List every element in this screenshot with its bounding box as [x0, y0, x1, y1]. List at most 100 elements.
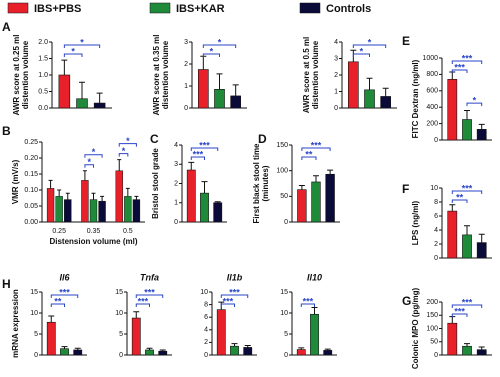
- significance-bracket: [118, 153, 129, 157]
- y-tick-label: 0.0: [38, 105, 48, 112]
- significance-bracket: [451, 304, 483, 308]
- error-bar: [449, 71, 456, 80]
- bar: [311, 181, 321, 223]
- significance-label: *: [473, 95, 477, 105]
- bar: [93, 102, 106, 109]
- significance-label: *: [218, 37, 222, 47]
- bar: [296, 349, 306, 356]
- bar: [380, 96, 391, 109]
- significance-label: **: [456, 192, 464, 202]
- bar: [186, 169, 196, 223]
- bar: [46, 321, 56, 356]
- error-bar: [464, 225, 470, 235]
- y-axis-label: LPS (ng/ml): [411, 200, 420, 245]
- significance-label: ***: [462, 53, 473, 63]
- y-tick-label: 200: [426, 120, 438, 127]
- y-tick-label: 1.5: [38, 55, 48, 62]
- significance-label: *: [71, 46, 75, 56]
- y-axis-label: distention volume: [161, 40, 170, 109]
- significance-bracket: [135, 303, 150, 307]
- significance-bracket: [63, 44, 101, 48]
- y-tick-label: 600: [426, 88, 438, 95]
- significance-bracket: [50, 294, 79, 298]
- significance-bracket: [301, 147, 331, 151]
- significance-label: *: [210, 46, 214, 56]
- bar: [447, 322, 458, 356]
- error-bar: [133, 311, 140, 319]
- bar: [131, 317, 141, 356]
- y-tick-label: 6: [434, 213, 438, 220]
- significance-label: *: [360, 46, 364, 56]
- bar: [46, 188, 55, 223]
- error-bar: [366, 77, 373, 90]
- y-tick-label: 3: [174, 161, 178, 168]
- y-tick-label: 0.20: [24, 155, 38, 162]
- error-bar: [134, 195, 139, 200]
- significance-label: ***: [462, 297, 473, 307]
- y-tick-label: 0: [434, 137, 438, 144]
- y-tick-label: 1.0: [38, 72, 48, 79]
- y-tick-label: 5: [119, 331, 123, 338]
- bar: [348, 61, 359, 109]
- error-bar: [244, 345, 251, 348]
- bar: [89, 199, 98, 223]
- y-tick-label: 5: [34, 331, 38, 338]
- y-axis-label: FITC Dextran (ng/ml): [411, 59, 420, 138]
- bar: [81, 180, 89, 223]
- y-axis-label: VMR (mV/s): [11, 159, 20, 204]
- significance-label: ***: [311, 140, 322, 150]
- error-bar: [48, 315, 55, 323]
- y-tick-label: 15: [115, 289, 123, 296]
- bar: [476, 242, 487, 259]
- y-tick-label: 6: [204, 314, 208, 321]
- significance-bracket: [301, 156, 317, 160]
- legend-label: Controls: [326, 3, 371, 15]
- significance-label: ***: [223, 296, 234, 306]
- y-tick-label: 1000: [422, 55, 438, 62]
- y-tick-label: 0.5: [38, 88, 48, 95]
- x-tick-label: 0.35: [87, 228, 101, 235]
- y-axis-label: First black stool time: [252, 143, 261, 224]
- y-axis-label: Colonic MPO (pg/mg): [411, 288, 420, 370]
- error-bar: [449, 316, 456, 324]
- significance-bracket: [63, 53, 83, 57]
- y-tick-label: 2: [434, 241, 438, 248]
- significance-label: ***: [454, 62, 465, 72]
- bar: [132, 199, 141, 223]
- y-tick-label: 3: [334, 55, 338, 62]
- error-bar: [82, 170, 87, 181]
- y-tick-label: 1: [184, 83, 188, 90]
- bar: [115, 170, 123, 223]
- y-axis-label: Bristol stool grade: [151, 148, 160, 219]
- significance-label: *: [92, 147, 96, 157]
- panel-letter: E: [402, 34, 410, 48]
- bar: [98, 200, 106, 223]
- legend-swatch: [7, 2, 29, 14]
- significance-bracket: [352, 44, 387, 48]
- y-tick-label: 0.15: [24, 171, 38, 178]
- significance-label: ***: [138, 296, 149, 306]
- y-tick-label: 0.10: [24, 187, 38, 194]
- significance-bracket: [118, 143, 137, 147]
- error-bar: [100, 195, 105, 202]
- legend-label: IBS+PBS: [34, 3, 81, 15]
- significance-bracket: [135, 294, 164, 298]
- significance-label: **: [305, 149, 313, 159]
- y-tick-label: 0: [434, 352, 438, 359]
- panel-letter: A: [2, 20, 11, 34]
- error-bar: [464, 343, 470, 347]
- y-tick-label: 4: [174, 142, 178, 149]
- significance-label: *: [80, 37, 84, 47]
- error-bar: [478, 346, 485, 350]
- bar: [230, 95, 241, 109]
- y-tick-label: 0.25: [24, 139, 38, 146]
- bar: [243, 347, 253, 356]
- bar: [462, 234, 472, 259]
- panel-letter: C: [150, 132, 159, 146]
- y-tick-label: 0: [284, 352, 288, 359]
- y-axis-label: mRNA expression: [11, 289, 20, 358]
- chart-title: Il1b: [227, 272, 243, 282]
- significance-label: ***: [59, 287, 70, 297]
- y-tick-label: 0.05: [24, 203, 38, 210]
